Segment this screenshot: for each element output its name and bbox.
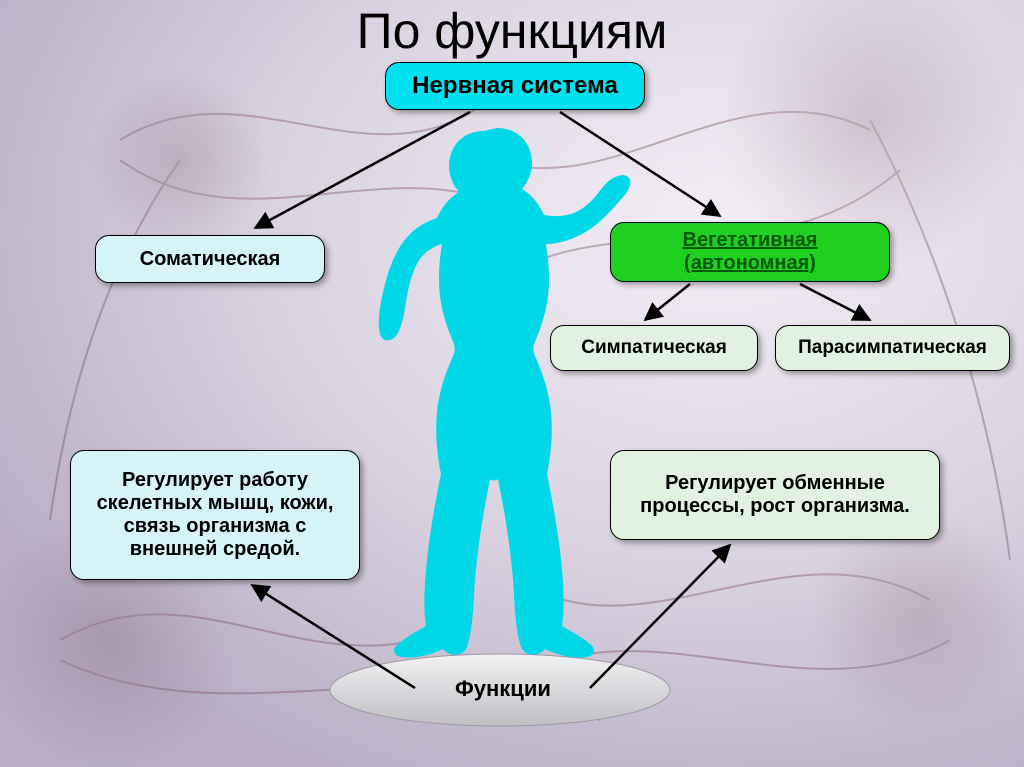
node-somatic: Соматическая: [95, 235, 325, 283]
box-parasympathetic-label: Парасимпатическая: [798, 337, 987, 359]
page-title: По функциям: [0, 2, 1024, 60]
box-root-label: Нервная система: [412, 72, 618, 100]
box-sympathetic-label: Симпатическая: [581, 337, 727, 359]
box-vegetative-label: Вегетативная (автономная): [619, 229, 881, 275]
human-silhouette: [348, 120, 658, 680]
node-sympathetic: Симпатическая: [550, 325, 758, 371]
node-vegetative-function: Регулирует обменные процессы, рост орган…: [610, 450, 940, 540]
node-somatic-function: Регулирует работу скелетных мышц, кожи, …: [70, 450, 360, 580]
box-somatic-fn-label: Регулирует работу скелетных мышц, кожи, …: [79, 469, 351, 561]
box-somatic-label: Соматическая: [140, 248, 281, 271]
box-vegetative-fn-label: Регулирует обменные процессы, рост орган…: [619, 472, 931, 518]
diagram-stage: По функциям Нервная система Соматическая…: [0, 0, 1024, 767]
node-vegetative: Вегетативная (автономная): [610, 222, 890, 282]
functions-label: Функции: [455, 676, 551, 702]
title-text: По функциям: [357, 3, 668, 59]
node-nervous-system: Нервная система: [385, 62, 645, 110]
node-parasympathetic: Парасимпатическая: [775, 325, 1010, 371]
